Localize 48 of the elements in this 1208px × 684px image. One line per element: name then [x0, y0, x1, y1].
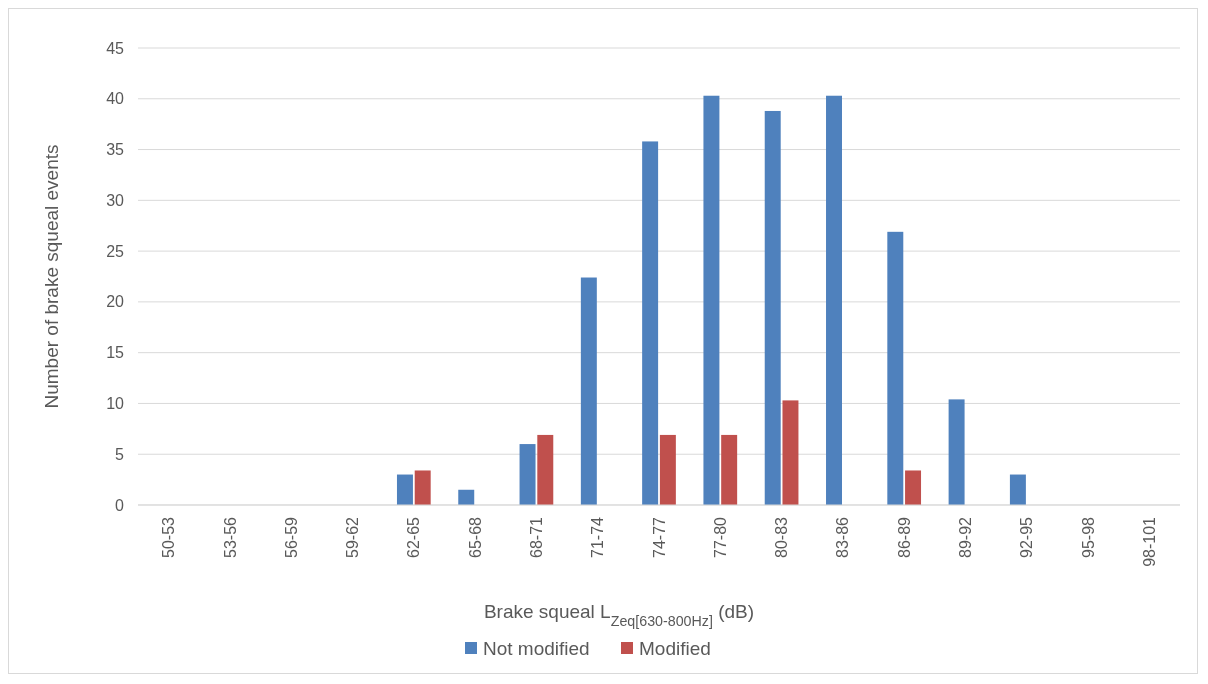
- y-tick-label: 20: [106, 293, 125, 311]
- bar: [537, 434, 554, 505]
- bar: [1009, 474, 1026, 505]
- bar: [458, 489, 475, 505]
- x-tick-label: 62-65: [405, 516, 423, 558]
- bar: [396, 474, 413, 505]
- x-tick-label: 77-80: [711, 516, 729, 558]
- y-tick-label: 35: [106, 141, 125, 159]
- y-tick-label: 30: [106, 191, 125, 209]
- bar: [948, 399, 965, 505]
- x-tick-label: 80-83: [773, 516, 791, 558]
- x-tick-label: 53-56: [221, 516, 239, 558]
- x-tick-label: 68-71: [528, 516, 546, 558]
- legend-label: Not modified: [483, 637, 590, 659]
- y-tick-label: 25: [106, 242, 125, 260]
- bar: [414, 470, 431, 505]
- x-tick-label: 89-92: [957, 516, 975, 558]
- x-axis-title: Brake squeal L$_{Zeq[630-800Hz]}$ (dB): [483, 601, 755, 629]
- x-tick-label: 86-89: [895, 516, 913, 558]
- y-tick-label: 5: [115, 445, 125, 463]
- y-tick-label: 15: [106, 344, 125, 362]
- bar: [703, 95, 720, 505]
- y-tick-label: 10: [106, 395, 125, 413]
- x-tick-label: 92-95: [1018, 516, 1036, 558]
- x-tick-label: 59-62: [344, 516, 362, 558]
- y-tick-label: 0: [115, 496, 125, 514]
- legend-label: Modified: [639, 637, 711, 659]
- bar: [826, 95, 842, 505]
- x-tick-label: 56-59: [282, 516, 300, 558]
- x-tick-label: 83-86: [834, 516, 852, 558]
- bar: [764, 110, 781, 505]
- bar: [519, 444, 536, 505]
- x-tick-label: 95-98: [1079, 516, 1097, 558]
- y-axis-title: Number of brake squeal events: [41, 144, 62, 409]
- bar: [580, 277, 597, 505]
- bar: [721, 434, 738, 505]
- bar: [642, 141, 659, 505]
- x-tick-label: 65-68: [466, 516, 484, 558]
- bar: [905, 470, 922, 505]
- bar: [887, 231, 904, 505]
- y-tick-label: 45: [106, 39, 125, 57]
- x-tick-label: 98-101: [1140, 516, 1158, 567]
- x-tick-label: 71-74: [589, 516, 607, 558]
- x-tick-label: 74-77: [650, 516, 668, 558]
- y-tick-label: 40: [106, 90, 125, 108]
- bar: [659, 434, 676, 505]
- bar: [782, 400, 799, 505]
- x-tick-label: 50-53: [160, 516, 178, 558]
